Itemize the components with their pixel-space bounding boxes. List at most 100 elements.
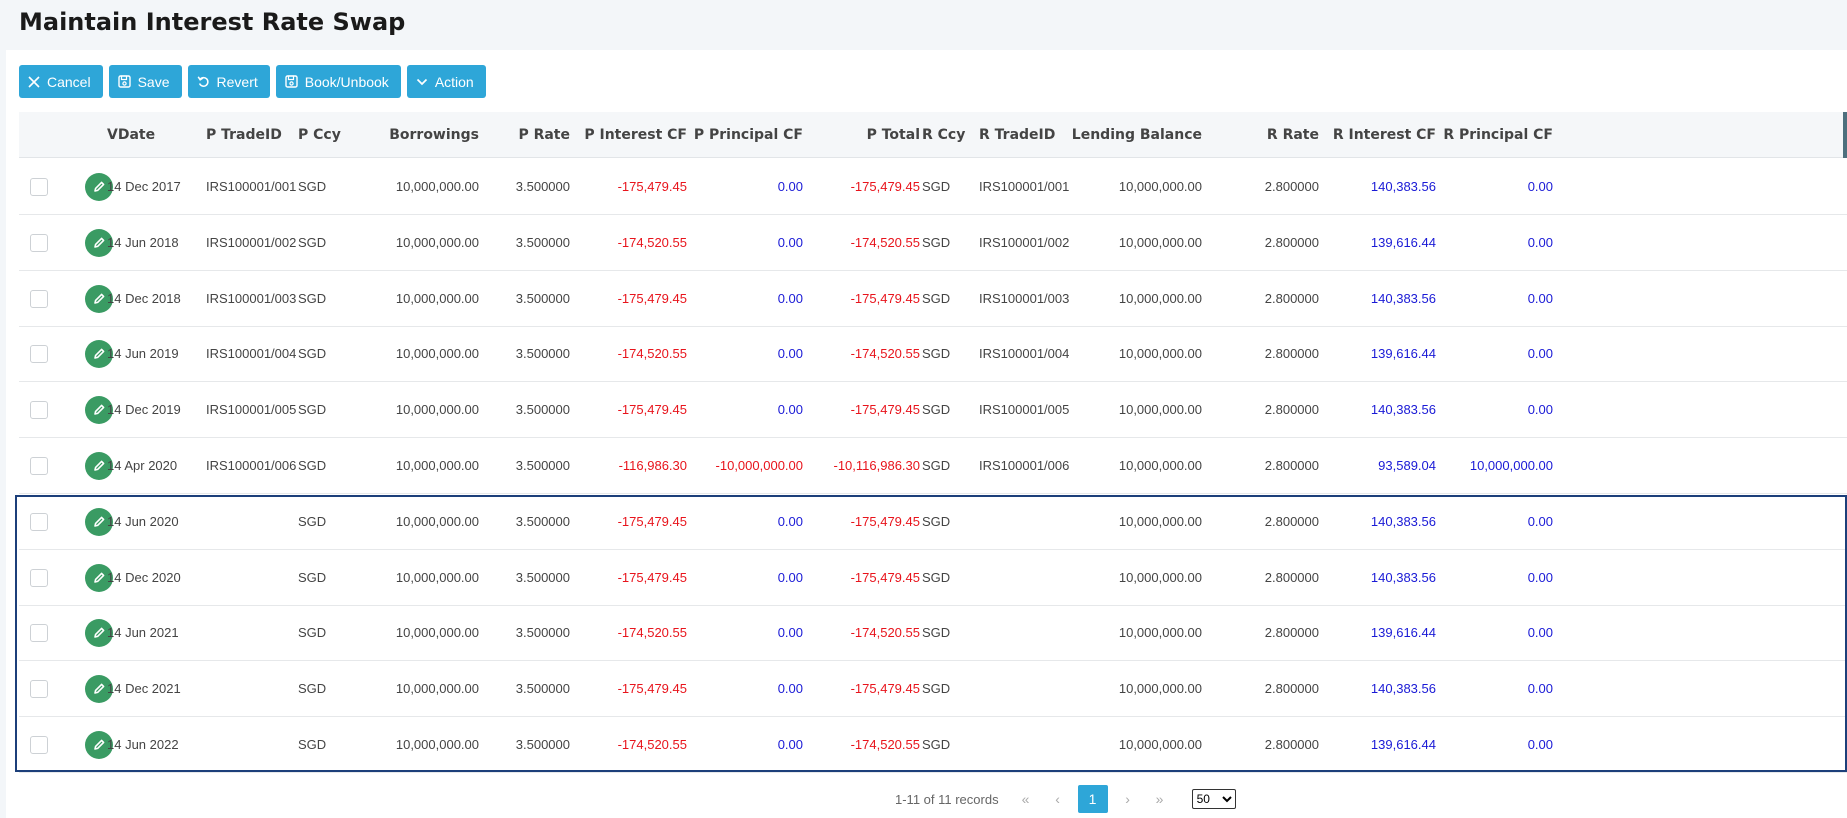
cell-p-principal-cf: 0.00 xyxy=(777,234,803,250)
edit-row-button[interactable] xyxy=(85,396,113,425)
row-checkbox[interactable] xyxy=(30,178,48,196)
edit-row-button[interactable] xyxy=(85,619,113,648)
cell-vdate: 14 Apr 2020 xyxy=(107,458,178,473)
cell-lending-balance: 10,000,000.00 xyxy=(1118,625,1202,641)
book-unbook-button[interactable]: Book/Unbook xyxy=(275,65,401,98)
table-row[interactable]: 14 Dec 2019 IRS100001/005 SGD 10,000,000.00… xyxy=(19,382,1847,439)
row-checkbox[interactable] xyxy=(30,457,48,475)
pencil-icon xyxy=(94,348,105,360)
table-row[interactable]: 14 Dec 2020 SGD 10,000,000.00 3.500000 -175,… xyxy=(19,550,1847,606)
page-button-current[interactable]: 1 xyxy=(1077,785,1108,813)
cell-p-total: -174,520.55 xyxy=(850,625,920,641)
row-checkbox[interactable] xyxy=(30,233,48,252)
edit-row-button[interactable] xyxy=(85,340,113,369)
cell-lending-balance: 10,000,000.00 xyxy=(1118,681,1202,697)
column-header-r-principal-cf[interactable]: R Principal CF xyxy=(1443,126,1553,143)
save-button[interactable]: Save xyxy=(108,65,182,98)
column-header-p-principal-cf[interactable]: P Principal CF xyxy=(693,126,803,143)
row-checkbox[interactable] xyxy=(30,736,48,754)
edit-row-button[interactable] xyxy=(85,563,113,592)
column-header-r-rate[interactable]: R Rate xyxy=(1266,126,1319,143)
row-checkbox[interactable] xyxy=(30,512,48,531)
prev-page-icon[interactable]: ‹ xyxy=(1055,791,1060,807)
cell-r-interest-cf: 140,383.56 xyxy=(1370,569,1436,585)
cell-r-principal-cf: 0.00 xyxy=(1527,681,1553,697)
column-header-borrowings[interactable]: Borrowings xyxy=(389,126,479,143)
cell-p-principal-cf: 0.00 xyxy=(777,569,803,585)
column-header-r-ccy[interactable]: R Ccy xyxy=(922,126,966,143)
edit-row-button[interactable] xyxy=(85,228,113,257)
cell-vdate: 14 Jun 2022 xyxy=(107,737,179,752)
column-header-p-rate[interactable]: P Rate xyxy=(518,126,570,143)
action-button[interactable]: Action xyxy=(406,65,486,98)
row-checkbox[interactable] xyxy=(30,680,48,699)
cell-borrowings: 10,000,000.00 xyxy=(395,234,479,250)
cell-vdate: 14 Jun 2019 xyxy=(107,346,179,362)
cell-r-ccy: SGD xyxy=(922,458,951,473)
column-header-r-interest-cf[interactable]: R Interest CF xyxy=(1332,126,1436,143)
page-size-select[interactable]: 102050100 xyxy=(1191,789,1236,809)
table-row[interactable]: 14 Jun 2021 SGD 10,000,000.00 3.500000 -174,… xyxy=(19,605,1847,662)
cell-r-principal-cf: 0.00 xyxy=(1527,625,1553,641)
edit-row-button[interactable] xyxy=(85,173,113,201)
cell-r-principal-cf: 0.00 xyxy=(1527,737,1553,752)
cell-r-ccy: SGD xyxy=(922,290,951,306)
edit-row-button[interactable] xyxy=(85,507,113,536)
column-header-p-ccy[interactable]: P Ccy xyxy=(298,126,341,143)
table-row[interactable]: 14 Dec 2021 SGD 10,000,000.00 3.500000 -175,… xyxy=(19,661,1847,718)
cell-lending-balance: 10,000,000.00 xyxy=(1118,346,1202,362)
row-checkbox[interactable] xyxy=(30,568,48,587)
cell-p-principal-cf: 0.00 xyxy=(777,513,803,529)
cell-r-rate: 2.800000 xyxy=(1264,513,1319,529)
cell-p-ccy: SGD xyxy=(298,234,327,250)
cell-r-principal-cf: 0.00 xyxy=(1527,234,1553,250)
first-page-icon[interactable]: « xyxy=(1021,791,1030,807)
cell-vdate: 14 Dec 2019 xyxy=(107,402,181,418)
cell-r-interest-cf: 93,589.04 xyxy=(1378,458,1436,473)
cell-vdate: 14 Jun 2021 xyxy=(107,625,179,641)
table-row[interactable]: 14 Jun 2020 SGD 10,000,000.00 3.500000 -175,… xyxy=(19,494,1847,550)
cell-r-ccy: SGD xyxy=(922,569,951,585)
table-row[interactable]: 14 Jun 2018 IRS100001/002 SGD 10,000,000.00… xyxy=(19,215,1847,271)
column-header-p-interest-cf[interactable]: P Interest CF xyxy=(584,126,687,143)
column-header-p-tradeid[interactable]: P TradeID xyxy=(206,126,282,143)
edit-row-button[interactable] xyxy=(85,675,113,704)
row-checkbox[interactable] xyxy=(30,624,48,643)
column-header-vdate[interactable]: VDate xyxy=(107,126,156,143)
column-header-r-tradeid[interactable]: R TradeID xyxy=(979,126,1056,143)
edit-row-button[interactable] xyxy=(85,731,113,759)
cell-p-rate: 3.500000 xyxy=(515,346,570,362)
table-row[interactable]: 14 Jun 2019 IRS100001/004 SGD 10,000,000.00… xyxy=(19,326,1847,383)
table-row[interactable]: 14 Jun 2022 SGD 10,000,000.00 3.500000 -174,… xyxy=(19,717,1847,773)
table-row[interactable]: 14 Dec 2018 IRS100001/003 SGD 10,000,000.00… xyxy=(19,271,1847,327)
cell-borrowings: 10,000,000.00 xyxy=(395,513,479,529)
cell-r-interest-cf: 139,616.44 xyxy=(1370,346,1436,362)
next-page-icon[interactable]: › xyxy=(1125,791,1130,807)
edit-row-button[interactable] xyxy=(85,452,113,480)
column-header-lending-balance[interactable]: Lending Balance xyxy=(1071,126,1202,143)
column-header-p-total[interactable]: P Total xyxy=(866,126,920,143)
pencil-icon xyxy=(94,293,105,304)
row-checkbox[interactable] xyxy=(30,289,48,308)
last-page-icon[interactable]: » xyxy=(1155,791,1164,807)
cell-vdate: 14 Dec 2018 xyxy=(107,290,181,306)
cell-p-total: -175,479.45 xyxy=(850,681,920,697)
table-row[interactable]: 14 Apr 2020 IRS100001/006 SGD 10,000,000.00… xyxy=(19,438,1847,494)
cell-borrowings: 10,000,000.00 xyxy=(395,346,479,362)
cell-p-ccy: SGD xyxy=(298,290,327,306)
cell-r-interest-cf: 140,383.56 xyxy=(1370,681,1436,697)
cell-lending-balance: 10,000,000.00 xyxy=(1118,569,1202,585)
row-checkbox[interactable] xyxy=(30,401,48,420)
revert-button[interactable]: Revert xyxy=(187,65,270,98)
cell-p-interest-cf: -116,986.30 xyxy=(618,458,687,473)
cell-p-principal-cf: 0.00 xyxy=(777,290,803,306)
cell-p-total: -174,520.55 xyxy=(850,234,920,250)
row-checkbox[interactable] xyxy=(30,345,48,364)
cell-p-tradeid: IRS100001/001 xyxy=(206,179,297,194)
pencil-icon xyxy=(94,739,105,750)
cell-p-rate: 3.500000 xyxy=(515,569,570,585)
cancel-button[interactable]: Cancel xyxy=(19,65,103,98)
edit-row-button[interactable] xyxy=(85,284,113,313)
cell-r-rate: 2.800000 xyxy=(1264,681,1319,697)
table-row[interactable]: 14 Dec 2017 IRS100001/001 SGD 10,000,000.00… xyxy=(19,159,1847,215)
